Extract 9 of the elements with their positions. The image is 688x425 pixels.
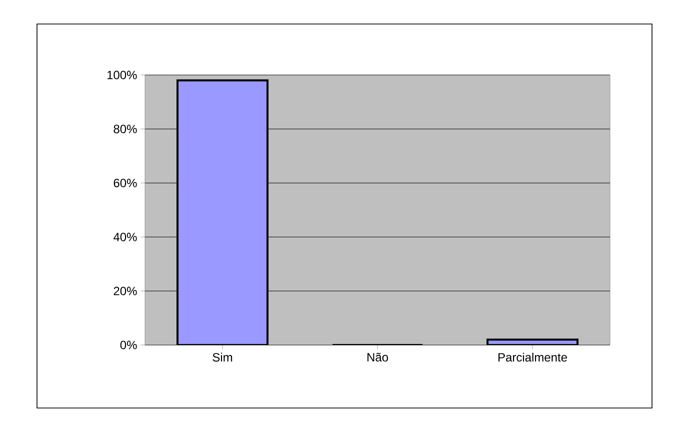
y-tick-label: 60% [114,178,137,188]
x-tick-label: Não [367,352,388,362]
y-tick-label: 0% [120,340,137,350]
y-tick-label: 20% [114,286,137,296]
y-tick-label: 100% [107,70,137,80]
y-tick-label: 80% [114,124,137,134]
y-tick-label: 40% [113,232,137,242]
x-tick-label: Parcialmente [498,352,567,362]
x-tick-label: Sim [212,352,232,362]
